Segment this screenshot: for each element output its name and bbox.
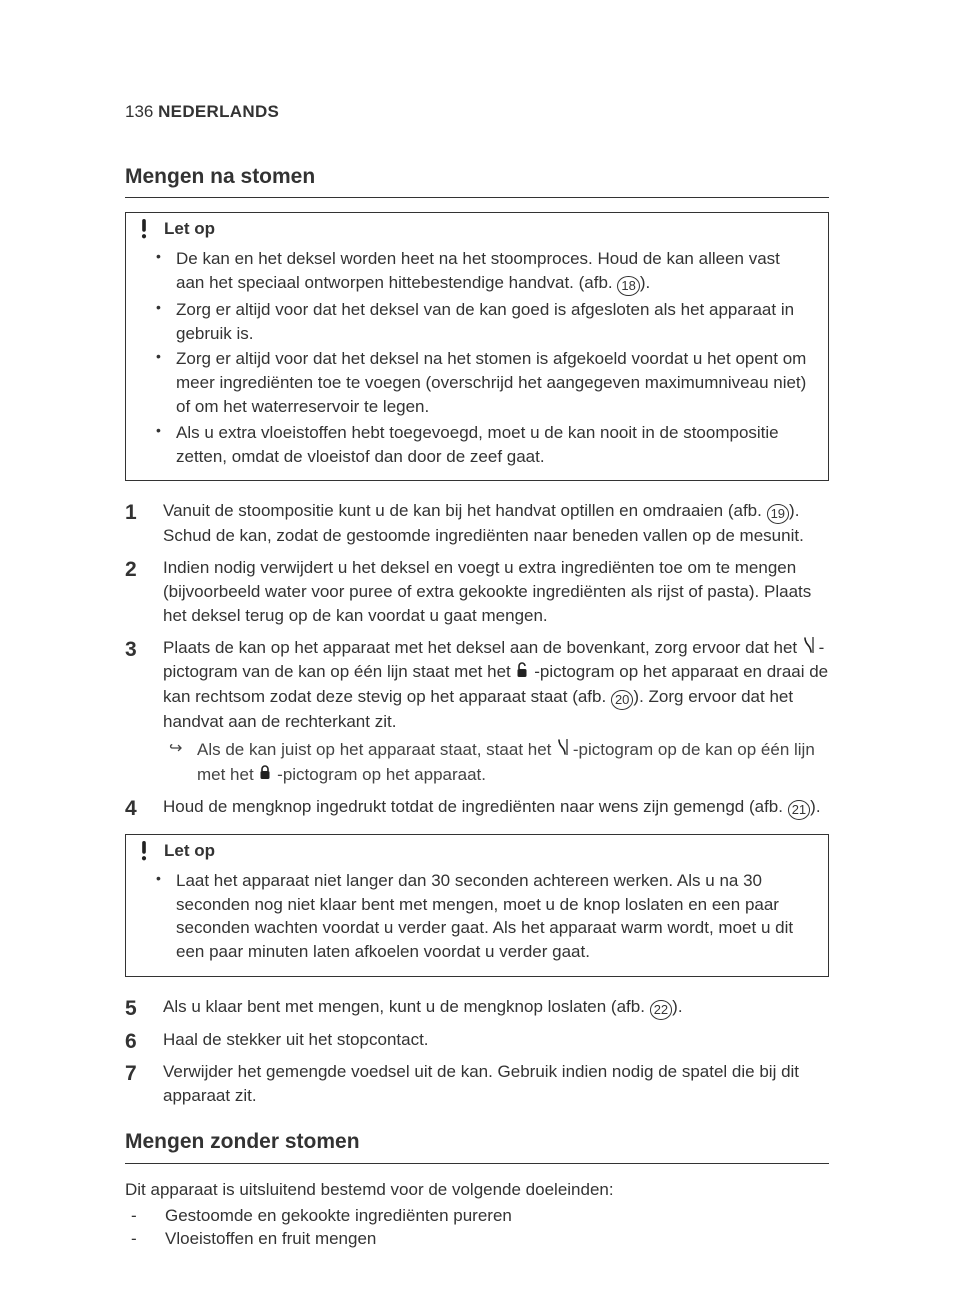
- notice-box-1: Let op De kan en het deksel worden heet …: [125, 212, 829, 481]
- step-sub-note: ↪ Als de kan juist op het apparaat staat…: [163, 738, 829, 787]
- step-2: Indien nodig verwijdert u het deksel en …: [125, 556, 829, 627]
- step-3: Plaats de kan op het apparaat met het de…: [125, 636, 829, 787]
- sub-arrow-icon: ↪: [169, 738, 182, 760]
- purpose-item: Gestoomde en gekookte ingrediënten purer…: [131, 1204, 829, 1228]
- step-text: Plaats de kan op het apparaat met het de…: [163, 638, 802, 657]
- notice-bullet: Laat het apparaat niet langer dan 30 sec…: [156, 869, 812, 964]
- section2-intro: Dit apparaat is uitsluitend bestemd voor…: [125, 1178, 829, 1202]
- jar-align-icon: [802, 636, 814, 661]
- section-title-mengen-zonder-stomen: Mengen zonder stomen: [125, 1127, 829, 1163]
- notice-bullet: Zorg er altijd voor dat het deksel van d…: [156, 298, 812, 346]
- section-title-mengen-na-stomen: Mengen na stomen: [125, 162, 829, 198]
- page-number: 136: [125, 102, 153, 121]
- page-language: NEDERLANDS: [158, 102, 279, 121]
- step-text: Houd de mengknop ingedrukt totdat de ing…: [163, 797, 788, 816]
- notice-body: De kan en het deksel worden heet na het …: [126, 241, 828, 480]
- purpose-item: Vloeistoffen en fruit mengen: [131, 1227, 829, 1251]
- notice-box-2: Let op Laat het apparaat niet langer dan…: [125, 834, 829, 977]
- step-text: Als u klaar bent met mengen, kunt u de m…: [163, 997, 650, 1016]
- notice-body: Laat het apparaat niet langer dan 30 sec…: [126, 863, 828, 976]
- purpose-list: Gestoomde en gekookte ingrediënten purer…: [125, 1204, 829, 1252]
- bullet-text: De kan en het deksel worden heet na het …: [176, 249, 780, 292]
- warning-icon: [134, 841, 154, 861]
- fig-ref-18: 18: [617, 276, 639, 296]
- step-text: ).: [672, 997, 682, 1016]
- step-5: Als u klaar bent met mengen, kunt u de m…: [125, 995, 829, 1020]
- step-6: Haal de stekker uit het stopcontact.: [125, 1028, 829, 1052]
- sub-text: -pictogram op het apparaat.: [277, 765, 486, 784]
- step-1: Vanuit de stoompositie kunt u de kan bij…: [125, 499, 829, 548]
- fig-ref-19: 19: [767, 504, 789, 524]
- step-text: ).: [810, 797, 820, 816]
- step-text: Vanuit de stoompositie kunt u de kan bij…: [163, 501, 767, 520]
- steps-list-b: Als u klaar bent met mengen, kunt u de m…: [125, 995, 829, 1107]
- step-7: Verwijder het gemengde voedsel uit de ka…: [125, 1060, 829, 1108]
- notice-label: Let op: [164, 217, 215, 241]
- fig-ref-20: 20: [611, 690, 633, 710]
- notice-bullet: Als u extra vloeistoffen hebt toegevoegd…: [156, 421, 812, 469]
- notice-bullet: Zorg er altijd voor dat het deksel na he…: [156, 347, 812, 418]
- bullet-text-tail: ).: [640, 273, 650, 292]
- notice-title: Let op: [126, 213, 828, 241]
- lock-icon: [258, 763, 272, 787]
- jar-align-icon: [556, 738, 568, 763]
- unlock-icon: [515, 661, 529, 685]
- page-header: 136 NEDERLANDS: [125, 100, 829, 124]
- sub-text: Als de kan juist op het apparaat staat, …: [197, 740, 556, 759]
- fig-ref-21: 21: [788, 800, 810, 820]
- notice-bullet: De kan en het deksel worden heet na het …: [156, 247, 812, 296]
- step-4: Houd de mengknop ingedrukt totdat de ing…: [125, 795, 829, 820]
- steps-list-a: Vanuit de stoompositie kunt u de kan bij…: [125, 499, 829, 820]
- fig-ref-22: 22: [650, 1000, 672, 1020]
- notice-title: Let op: [126, 835, 828, 863]
- warning-icon: [134, 219, 154, 239]
- notice-label: Let op: [164, 839, 215, 863]
